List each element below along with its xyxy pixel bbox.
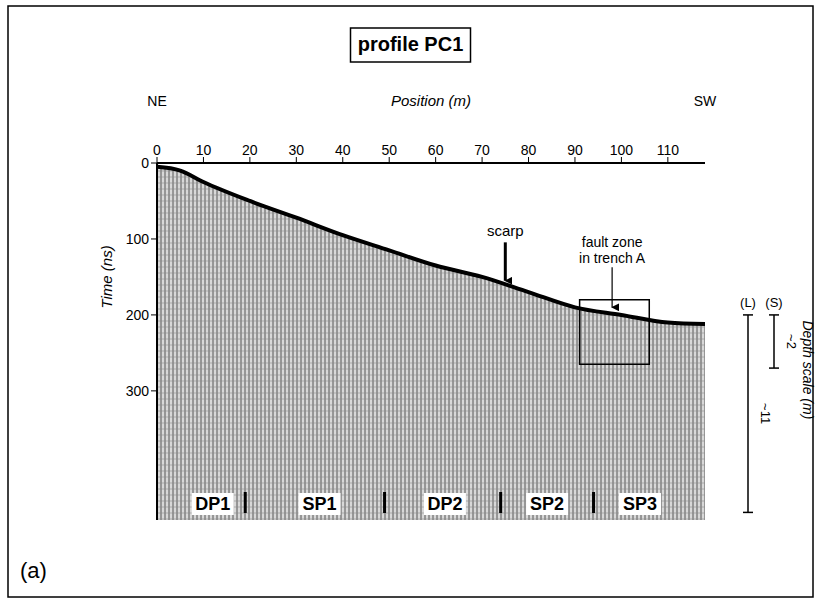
svg-text:40: 40 (335, 142, 351, 158)
svg-text:80: 80 (521, 142, 537, 158)
svg-text:300: 300 (126, 383, 150, 399)
svg-text:SP3: SP3 (623, 494, 657, 514)
svg-text:90: 90 (567, 142, 583, 158)
svg-text:70: 70 (474, 142, 490, 158)
svg-text:SP2: SP2 (530, 494, 564, 514)
svg-text:100: 100 (610, 142, 634, 158)
svg-text:Time (ns): Time (ns) (98, 245, 115, 308)
svg-text:20: 20 (242, 142, 258, 158)
svg-text:200: 200 (126, 307, 150, 323)
svg-text:fault zone: fault zone (582, 234, 643, 250)
svg-text:Depth scale (m): Depth scale (m) (800, 321, 816, 420)
svg-text:10: 10 (196, 142, 212, 158)
svg-text:~2: ~2 (784, 334, 799, 349)
svg-text:50: 50 (381, 142, 397, 158)
svg-text:(L): (L) (740, 295, 756, 310)
svg-text:0: 0 (153, 142, 161, 158)
svg-text:30: 30 (289, 142, 305, 158)
svg-text:scarp: scarp (487, 222, 524, 239)
svg-text:DP2: DP2 (427, 494, 462, 514)
svg-text:110: 110 (657, 142, 680, 158)
svg-text:0: 0 (141, 155, 149, 171)
svg-text:profile PC1: profile PC1 (358, 33, 464, 55)
svg-text:NE: NE (147, 93, 166, 109)
svg-text:(a): (a) (20, 558, 47, 583)
svg-text:100: 100 (126, 231, 150, 247)
svg-text:SW: SW (694, 93, 717, 109)
svg-text:DP1: DP1 (195, 494, 230, 514)
svg-text:~11: ~11 (758, 403, 773, 424)
svg-text:in trench A: in trench A (579, 250, 646, 266)
svg-text:SP1: SP1 (303, 494, 337, 514)
svg-text:60: 60 (428, 142, 444, 158)
svg-text:Position (m): Position (m) (391, 92, 471, 109)
svg-text:(S): (S) (765, 295, 782, 310)
